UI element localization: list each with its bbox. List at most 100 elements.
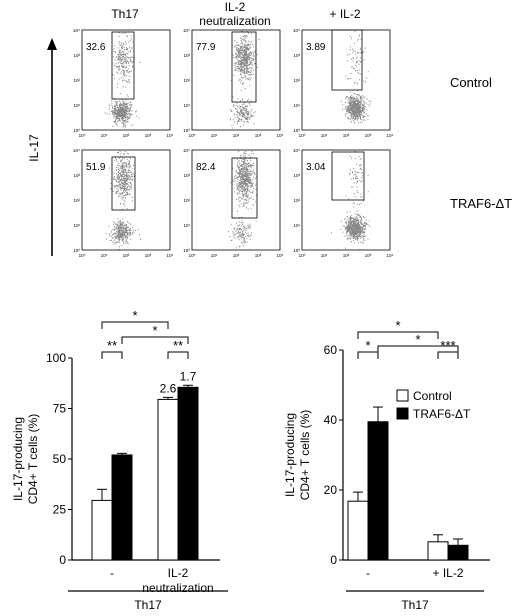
significance-marker: **	[107, 338, 117, 353]
x-tick-label: 10³	[145, 133, 152, 138]
event-dots	[229, 31, 260, 129]
event-dots	[104, 32, 141, 128]
y-tick-label: 10⁰	[183, 128, 190, 133]
gate-box	[111, 156, 136, 211]
x-tick-label: 10⁴	[167, 133, 174, 138]
y-tick-label: 10²	[73, 78, 80, 83]
x-tick-label: 10³	[255, 253, 262, 258]
y-tick-label: 40	[324, 413, 338, 427]
legend-entry: TRAF6-ΔT	[413, 407, 471, 421]
y-axis-label-line: IL-17-producing	[11, 417, 25, 501]
y-tick-label: 10³	[293, 53, 300, 58]
y-tick-label: 10³	[293, 173, 300, 178]
legend-swatch	[396, 407, 409, 420]
significance-bracket	[377, 345, 459, 353]
x-tick-label: 10¹	[101, 253, 108, 258]
y-tick-label: 10⁴	[73, 148, 80, 153]
x-tick-label: 10¹	[211, 253, 218, 258]
category-label: -	[366, 566, 370, 580]
y-tick-label: 10⁰	[293, 248, 300, 253]
y-tick-label: 10⁰	[293, 128, 300, 133]
y-tick-label: 10²	[293, 78, 300, 83]
gate-box	[111, 31, 135, 100]
y-tick-label: 10³	[183, 173, 190, 178]
x-tick-label: 10⁰	[189, 133, 196, 138]
y-tick-label: 20	[324, 483, 338, 497]
y-tick-label: 10²	[183, 78, 190, 83]
significance-marker: *	[365, 338, 370, 353]
y-tick-label: 10²	[293, 198, 300, 203]
bar-value-label: 1.7	[180, 369, 197, 383]
significance-bracket	[101, 351, 123, 359]
il17-axis-arrowhead	[47, 38, 57, 50]
y-tick-label: 10⁴	[183, 148, 190, 153]
bar-value-label: 2.6	[160, 381, 177, 395]
category-label: neutralization	[142, 581, 213, 595]
gate-percentage: 51.9	[86, 162, 106, 173]
category-label: IL-2	[168, 566, 189, 580]
x-tick-label: 10¹	[321, 253, 328, 258]
bar-traf6-t-1	[177, 386, 199, 561]
x-tick-label: 10⁰	[189, 253, 196, 258]
flow-column-header-2: + IL-2	[329, 7, 360, 21]
legend-entry: Control	[413, 389, 452, 403]
y-tick-label: 10⁴	[183, 28, 190, 33]
significance-bracket	[101, 321, 169, 329]
bar-traf6-t-1	[447, 544, 469, 561]
y-tick-label: 10³	[73, 173, 80, 178]
y-tick-label: 10¹	[293, 223, 300, 228]
y-tick-label: 75	[53, 402, 67, 416]
x-axis-label: Th17	[401, 598, 429, 612]
significance-marker: **	[173, 338, 183, 353]
y-tick-label: 10¹	[73, 103, 80, 108]
x-tick-label: 10⁴	[167, 253, 174, 258]
y-tick-label: 10⁴	[293, 148, 300, 153]
plot-frame	[81, 149, 171, 251]
x-tick-label: 10²	[343, 253, 350, 258]
flow-row-label-1: TRAF6-ΔT	[450, 196, 512, 211]
plot-frame	[191, 29, 281, 131]
y-axis-label-line: IL-17-producing	[283, 413, 297, 497]
significance-bracket	[121, 336, 189, 344]
bar-traf6-t-0	[367, 421, 389, 561]
bar-control-1	[157, 398, 179, 561]
y-tick-label: 0	[330, 553, 337, 567]
y-tick-label: 10⁴	[293, 28, 300, 33]
x-tick-label: 10²	[233, 253, 240, 258]
event-dots	[105, 151, 141, 250]
y-tick-label: 10⁰	[73, 128, 80, 133]
y-tick-label: 10³	[73, 53, 80, 58]
x-tick-label: 10³	[365, 253, 372, 258]
plot-frame	[301, 149, 391, 251]
event-dots	[331, 151, 371, 250]
y-tick-label: 10⁴	[73, 28, 80, 33]
y-tick-label: 10⁰	[183, 248, 190, 253]
gate-percentage: 82.4	[196, 162, 216, 173]
bar-chart-il2-neutralization: 0 25 50 75 100 IL-17-producing CD4+ T cells (%…	[11, 308, 228, 612]
gate-percentage: 77.9	[196, 42, 216, 53]
x-tick-label: 10⁰	[79, 133, 86, 138]
x-tick-label: 10⁴	[387, 253, 394, 258]
event-dots	[341, 31, 372, 124]
flow-cytometry-panel: Th17 IL-2 neutralization + IL-2 Control …	[27, 0, 512, 258]
plot-frame	[191, 149, 281, 251]
y-tick-label: 25	[53, 503, 67, 517]
y-tick-label: 60	[324, 343, 338, 357]
gate-percentage: 3.89	[306, 42, 326, 53]
x-tick-label: 10²	[123, 253, 130, 258]
gate-percentage: 32.6	[86, 42, 106, 53]
significance-bracket	[167, 351, 189, 359]
bar-control-0	[347, 500, 369, 561]
flow-column-header-0: Th17	[111, 7, 139, 21]
gate-box	[331, 29, 363, 91]
x-tick-label: 10²	[233, 133, 240, 138]
y-tick-label: 10²	[73, 198, 80, 203]
y-tick-label: 10¹	[293, 103, 300, 108]
x-tick-label: 10²	[343, 133, 350, 138]
bar-chart-plus-il2: 0 20 40 60 IL-17-producing CD4+ T cells (%) - +…	[283, 318, 490, 612]
